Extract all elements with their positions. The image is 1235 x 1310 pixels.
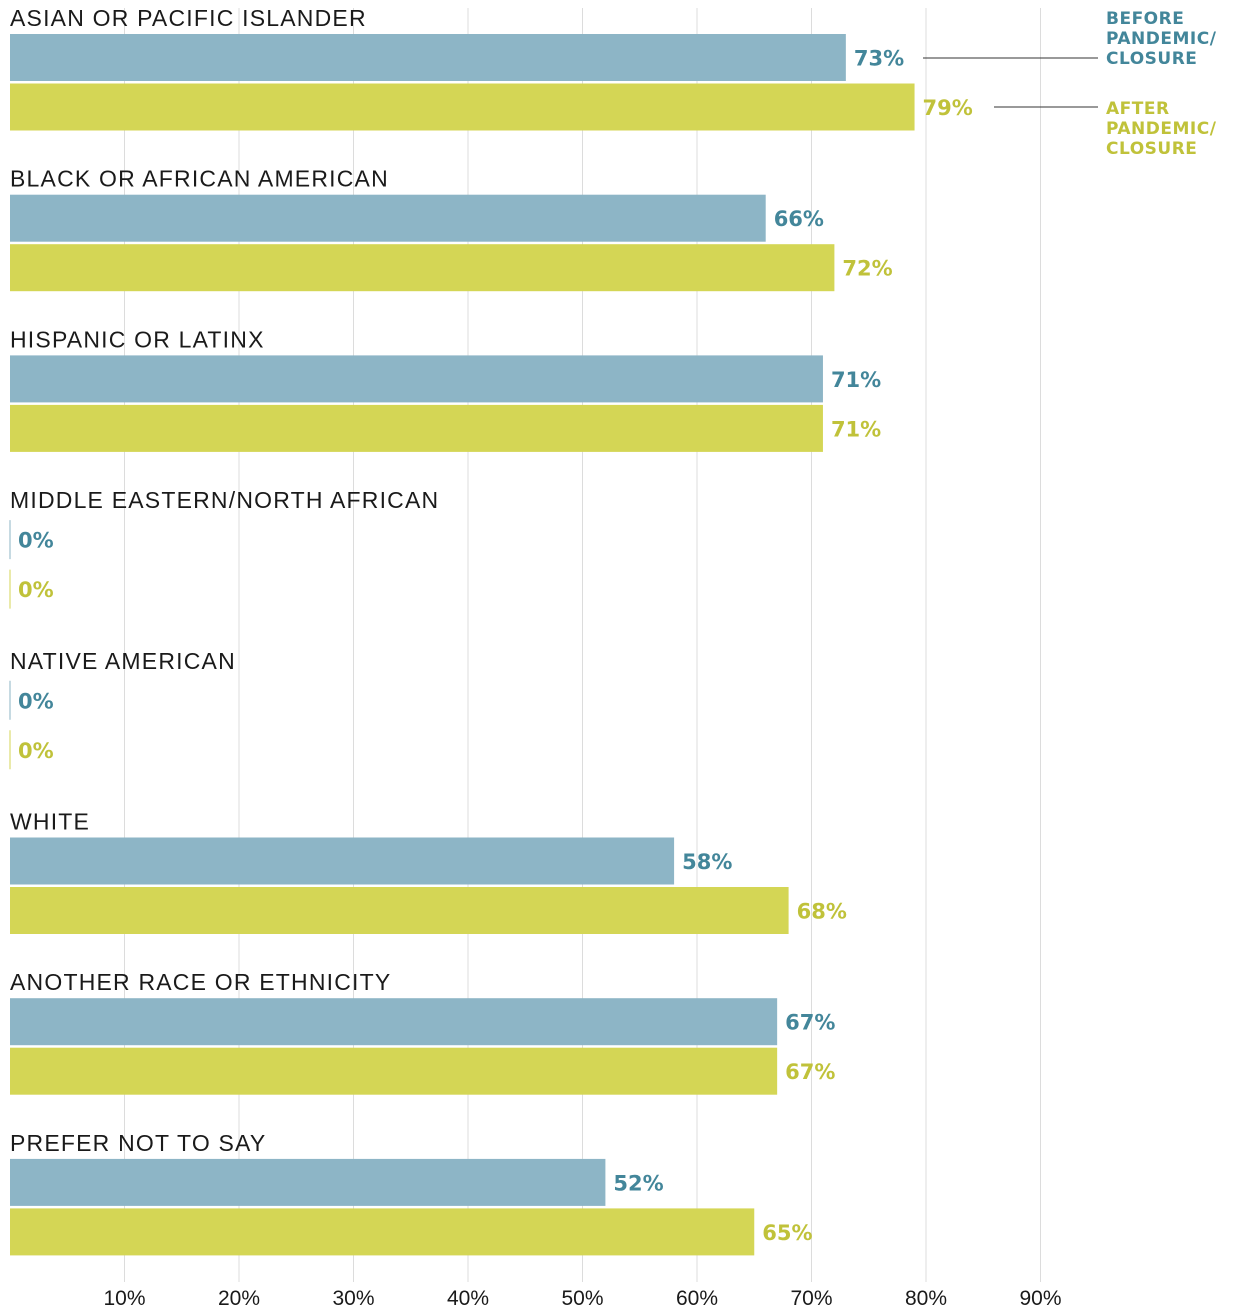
before-value-label: 0%: [18, 529, 54, 553]
before-bar: [10, 837, 675, 885]
category-label: BLACK OR AFRICAN AMERICAN: [10, 166, 389, 192]
after-bar: [10, 1047, 778, 1095]
before-value-label: 52%: [613, 1171, 663, 1195]
category-label: HISPANIC OR LATINX: [10, 326, 265, 352]
category-label: PREFER NOT TO SAY: [10, 1130, 266, 1156]
legend-before-text: CLOSURE: [1106, 49, 1197, 69]
labels: ASIAN OR PACIFIC ISLANDER 73% 79% BLACK OR …: [10, 5, 973, 1245]
x-tick-label: 30%: [332, 1287, 374, 1310]
category-label: WHITE: [10, 809, 90, 835]
before-value-label: 0%: [18, 689, 54, 713]
after-value-label: 67%: [785, 1060, 835, 1084]
before-value-label: 67%: [785, 1011, 835, 1035]
category-label: MIDDLE EASTERN/NORTH AFRICAN: [10, 487, 439, 513]
after-value-label: 0%: [18, 739, 54, 763]
x-tick-label: 50%: [561, 1287, 603, 1310]
bars: [9, 34, 915, 1256]
category-label: ANOTHER RACE OR ETHNICITY: [10, 969, 391, 995]
x-tick-label: 80%: [905, 1287, 947, 1310]
legend-before-text: PANDEMIC/: [1106, 29, 1217, 49]
before-bar: [10, 34, 846, 81]
before-value-label: 58%: [682, 850, 732, 874]
after-value-label: 65%: [762, 1221, 812, 1245]
x-tick-label: 60%: [676, 1287, 718, 1310]
legend-after-text: CLOSURE: [1106, 139, 1197, 159]
before-value-label: 66%: [774, 207, 824, 231]
after-value-label: 0%: [18, 578, 54, 602]
after-bar: [10, 404, 823, 452]
after-bar: [10, 1208, 755, 1256]
x-axis-ticks: 10% 20% 30% 40% 50% 60% 70% 80% 90%: [103, 1287, 1061, 1310]
legend-after-text: PANDEMIC/: [1106, 119, 1217, 139]
after-value-label: 71%: [831, 417, 881, 441]
x-tick-label: 40%: [447, 1287, 489, 1310]
category-label: ASIAN OR PACIFIC ISLANDER: [10, 5, 367, 31]
before-bar: [10, 355, 823, 403]
x-tick-label: 20%: [218, 1287, 260, 1310]
x-tick-label: 10%: [103, 1287, 145, 1310]
after-value-label: 79%: [923, 96, 973, 120]
x-tick-label: 70%: [790, 1287, 832, 1310]
after-value-label: 72%: [842, 257, 892, 281]
legend-before-text: BEFORE: [1106, 9, 1184, 29]
before-bar: [10, 998, 778, 1046]
before-value-label: 71%: [831, 368, 881, 392]
before-bar: [10, 1158, 606, 1206]
x-tick-label: 90%: [1019, 1287, 1061, 1310]
after-value-label: 68%: [797, 900, 847, 924]
legend: BEFOREPANDEMIC/CLOSUREAFTERPANDEMIC/CLOS…: [923, 9, 1217, 159]
before-bar: [10, 194, 766, 242]
category-label: NATIVE AMERICAN: [10, 648, 236, 674]
after-bar: [10, 244, 835, 292]
before-value-label: 73%: [854, 47, 904, 71]
after-bar: [10, 83, 915, 131]
after-bar: [10, 887, 789, 934]
legend-after-text: AFTER: [1106, 99, 1170, 119]
